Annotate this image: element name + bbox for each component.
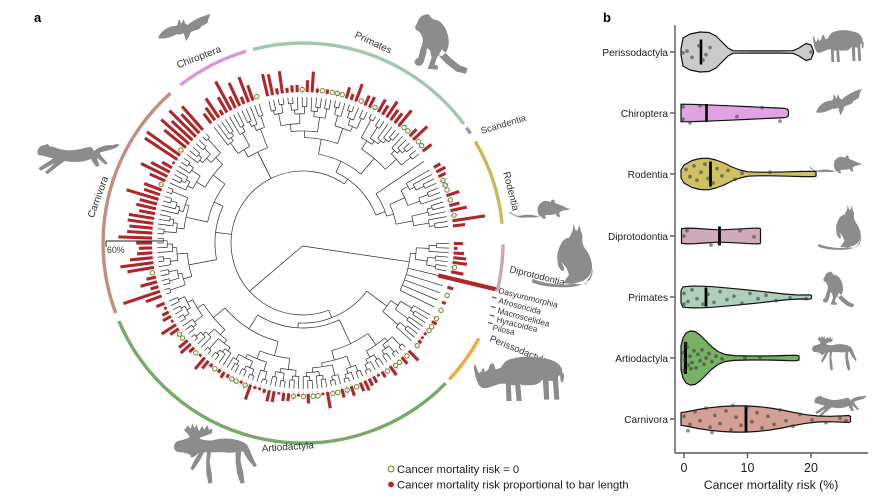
svg-text:b: b	[603, 10, 611, 25]
svg-text:Artiodactyla: Artiodactyla	[615, 354, 668, 365]
svg-text:Primates: Primates	[628, 293, 668, 304]
svg-text:Rodentia: Rodentia	[628, 170, 669, 181]
svg-text:10: 10	[741, 461, 755, 475]
svg-text:0: 0	[681, 461, 688, 475]
svg-text:a: a	[34, 10, 42, 25]
svg-text:Cancer mortality risk proporti: Cancer mortality risk proportional to ba…	[397, 480, 629, 492]
svg-text:20: 20	[804, 461, 818, 475]
svg-text:Cancer mortality risk (%): Cancer mortality risk (%)	[704, 478, 839, 492]
svg-text:Cancer mortality risk = 0: Cancer mortality risk = 0	[397, 464, 519, 476]
svg-text:Perissodactyla: Perissodactyla	[602, 48, 668, 59]
svg-text:Diprotodontia: Diprotodontia	[608, 232, 668, 243]
svg-text:Chiroptera: Chiroptera	[621, 109, 669, 120]
svg-text:60%: 60%	[107, 245, 125, 255]
svg-text:Carnivora: Carnivora	[624, 415, 668, 426]
